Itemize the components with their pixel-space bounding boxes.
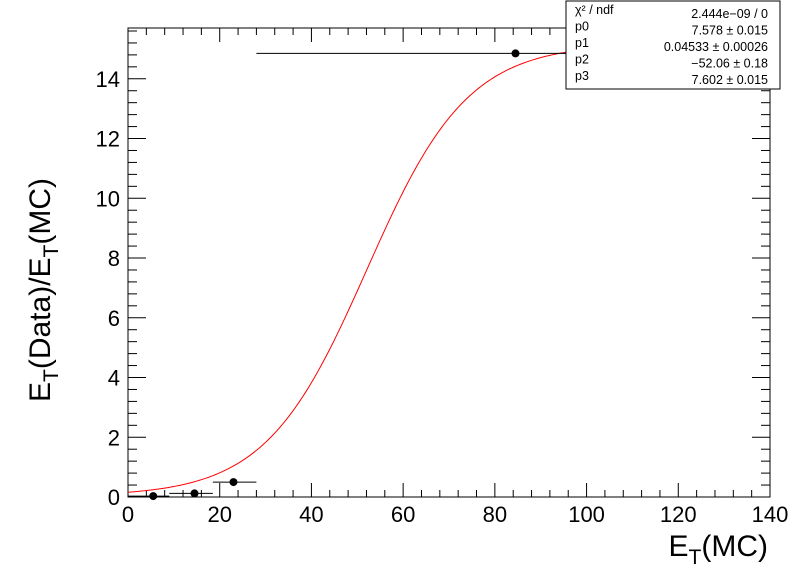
stats-label: χ² / ndf (575, 3, 614, 17)
x-tick-label: 20 (207, 502, 231, 527)
stats-box: χ² / ndf 2.444e−09 / 0 p0 7.578 ± 0.015 p1 0.… (565, 0, 781, 90)
x-axis-title-sub: T (689, 546, 702, 569)
y-tick-label: 6 (108, 306, 120, 331)
x-tick-label: 60 (391, 502, 415, 527)
x-tick-label: 80 (483, 502, 507, 527)
stats-value: 0.04533 ± 0.00026 (664, 40, 768, 54)
y-tick-label: 4 (108, 366, 120, 391)
stats-label: p1 (575, 36, 589, 50)
stats-box-border (565, 0, 781, 90)
x-tick-label: 40 (299, 502, 323, 527)
y-tick-label: 8 (108, 246, 120, 271)
y-tick-label: 0 (108, 485, 120, 510)
point-marker (511, 49, 520, 58)
stats-value: 7.602 ± 0.015 (692, 73, 768, 87)
y-axis-title-sub1: T (40, 369, 63, 382)
y-axis-title-mid: (Data)/E (24, 257, 57, 369)
stats-rows: χ² / ndf 2.444e−09 / 0 p0 7.578 ± 0.015 p1 0.… (575, 3, 768, 87)
data-point (212, 478, 257, 487)
x-axis-title-rest: (MC) (701, 530, 768, 563)
fit-line (127, 43, 771, 493)
point-marker (190, 489, 199, 498)
data-point (128, 492, 170, 501)
y-tick-label: 12 (96, 127, 120, 152)
y-axis-title-sub2: T (40, 244, 63, 257)
x-tick-label: 0 (122, 502, 134, 527)
stats-value: −52.06 ± 0.18 (691, 57, 768, 71)
y-tick-label: 2 (108, 425, 120, 450)
x-axis-ticks: 0 20 40 60 80 100 120 140 (122, 28, 788, 527)
y-tick-label: 14 (96, 67, 120, 92)
stats-label: p3 (575, 69, 589, 83)
point-marker (149, 492, 158, 501)
y-axis-title: ET(Data)/ET(MC) (24, 178, 63, 402)
point-marker (229, 478, 238, 487)
plot-border (127, 27, 771, 498)
stats-value: 2.444e−09 / 0 (691, 7, 768, 21)
x-axis-title-main: E (669, 530, 689, 563)
y-tick-label: 10 (96, 186, 120, 211)
fit-curve (127, 43, 771, 493)
stats-value: 7.578 ± 0.015 (692, 24, 768, 38)
stats-label: p0 (575, 20, 589, 34)
x-axis-title: ET(MC) (669, 530, 768, 569)
data-points (128, 49, 711, 501)
y-axis-title-rest: (MC) (24, 178, 57, 245)
y-axis-ticks: 0 2 4 6 8 10 12 14 (96, 30, 770, 510)
stats-label: p2 (575, 53, 589, 67)
y-axis-title-main1: E (24, 382, 57, 402)
data-point (169, 489, 213, 498)
x-tick-label: 140 (752, 502, 789, 527)
plot-frame (127, 27, 771, 498)
x-tick-label: 120 (660, 502, 697, 527)
x-tick-label: 100 (568, 502, 605, 527)
